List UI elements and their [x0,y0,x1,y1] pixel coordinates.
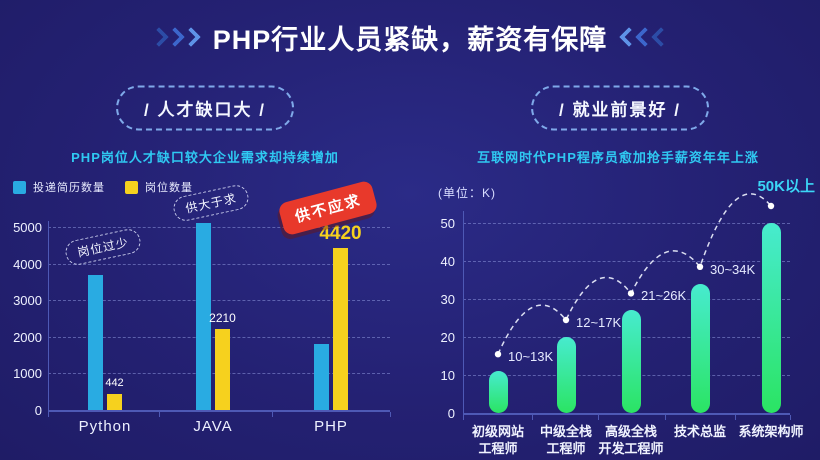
x-axis-tick [665,415,666,420]
chart-salary-growth: 0 10 20 30 40 50 初级网站 工程师 中级全栈 工程师 高级全栈 开发工程师 技术总监 系统… [435,179,815,460]
y-axis-line [48,221,49,410]
bar-value-label: 442 [105,376,124,389]
bar-resumes-PHP [314,344,329,410]
bar-positions-PHP [333,248,348,410]
trend-dot [627,290,635,297]
chart-talent-gap: 0 1000 2000 3000 4000 5000 442 Python 2210 JAVA 44… [13,179,408,443]
y-tick-label: 0 [34,403,42,418]
legend-swatch-cyan-icon [13,180,26,194]
bar-value-label: 4420 [319,223,362,245]
left-chart-subtitle: PHP岗位人才缺口较大企业需求却持续增加 [71,150,339,165]
trend-dot [562,316,570,324]
x-category-label: JAVA [193,418,233,435]
chevron-right-icon [180,27,201,47]
x-category-label: 系统架构师 [738,424,804,439]
x-axis-tick [735,415,736,420]
page-title-row: PHP行业人员紧缺，薪资有保障 [0,16,820,58]
x-axis-line [48,410,390,412]
gridline [48,227,390,228]
x-category-label: 初级网站 工程师 [471,424,525,456]
legend-item-resumes: 投递简历数量 [13,179,105,195]
salary-range-label: 12~17K [576,315,622,330]
annotation-Python: 岗位过少 [63,226,143,268]
bar-positions-Python [107,393,122,410]
x-category-label: PHP [314,418,348,435]
bar-resumes-Python [88,274,103,410]
x-category-label: 技术总监 [673,424,727,439]
y-tick-label: 10 [440,368,455,383]
y-tick-label: 50 [440,216,455,231]
section-badge-job-prospects: / 就业前景好 / [531,85,709,131]
y-tick-label: 40 [440,254,455,269]
salary-range-label: 10~13K [508,349,554,365]
right-chart-subtitle: 互联网时代PHP程序员愈加抢手薪资年年上涨 [477,150,759,165]
legend-item-positions: 岗位数量 [125,179,193,195]
x-axis-line [463,413,790,415]
y-tick-label: 20 [440,330,455,345]
x-axis-tick [532,415,533,420]
salary-bar-1 [556,337,576,413]
y-tick-label: 4000 [13,256,42,272]
salary-bar-2 [621,310,641,413]
x-category-label: Python [78,418,132,435]
bar-resumes-JAVA [196,223,211,410]
x-axis-tick [159,412,160,417]
x-axis-tick [598,415,599,420]
y-tick-label: 2000 [13,329,42,345]
trend-dot [767,202,775,210]
trend-dot [696,263,704,270]
x-category-label: 中级全栈 工程师 [539,424,593,456]
unit-label: (单位：K) [438,186,496,200]
salary-bar-0 [488,371,508,413]
legend-label-resumes: 投递简历数量 [33,182,105,194]
page-title: PHP行业人员紧缺，薪资有保障 [212,24,608,55]
y-tick-label: 5000 [13,220,42,235]
salary-bar-4 [761,223,781,413]
bar-positions-JAVA [215,329,230,410]
x-axis-tick [48,412,49,417]
y-axis-line [463,211,464,413]
y-tick-label: 3000 [13,293,42,309]
bar-value-label: 2210 [209,311,236,326]
x-axis-tick [463,415,464,420]
chevron-left-icon [651,27,672,47]
gridline [463,299,790,300]
salary-range-label: 21~26K [641,288,687,304]
salary-bar-3 [690,283,710,413]
legend-swatch-yellow-icon [125,180,138,194]
x-axis-tick [390,412,391,417]
y-tick-label: 1000 [13,366,42,382]
legend: 投递简历数量 岗位数量 [13,179,193,195]
legend-label-positions: 岗位数量 [145,182,193,194]
gridline [463,223,790,224]
trend-dot [494,351,502,358]
x-axis-tick [272,412,273,417]
top-salary-label: 50K以上 [757,178,815,195]
section-badge-talent-gap: / 人才缺口大 / [116,85,294,131]
gridline [48,263,390,265]
y-tick-label: 30 [440,292,455,307]
salary-range-label: 30~34K [710,261,756,277]
y-tick-label: 0 [447,406,455,421]
x-axis-tick [790,415,791,420]
x-category-label: 高级全栈 开发工程师 [598,424,664,456]
gridline [48,300,390,302]
